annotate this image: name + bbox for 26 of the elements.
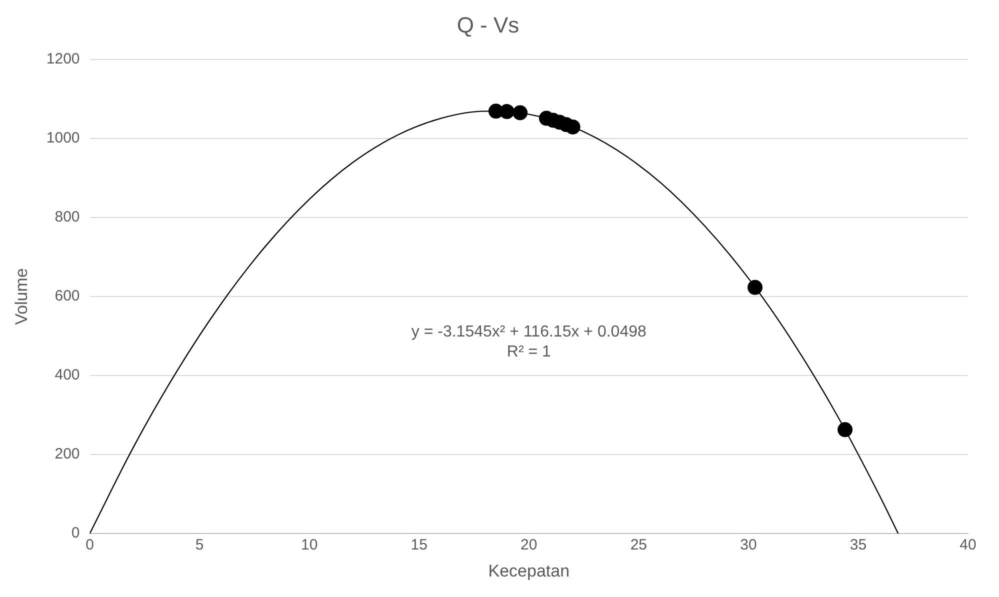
- annotation: R² = 1: [506, 343, 551, 360]
- x-tick-label: 40: [960, 536, 976, 554]
- point: [499, 104, 514, 120]
- y-axis-title: Volume: [12, 268, 31, 325]
- x-axis-title: Kecepatan: [488, 561, 570, 580]
- x-tick-label: 30: [740, 536, 757, 554]
- x-tick-label: 10: [300, 536, 318, 554]
- y-tick-label: 800: [54, 208, 80, 226]
- point: [748, 280, 763, 295]
- x-tick-label: 5: [195, 536, 204, 554]
- x-tick-label: 35: [850, 536, 867, 554]
- y-tick-label: 600: [54, 288, 80, 305]
- x-tick-label: 20: [520, 536, 538, 554]
- y-tick-label: 400: [54, 366, 80, 384]
- point: [512, 105, 528, 120]
- point: [838, 422, 853, 438]
- x-tick-label: 25: [630, 536, 648, 554]
- y-tick-label: 1200: [46, 50, 80, 68]
- point: [565, 119, 580, 134]
- annotation: y = -3.1545x² + 116.15x + 0.0498: [411, 323, 646, 340]
- y-tick-label: 200: [54, 446, 80, 463]
- y-tick-label: 1000: [46, 130, 80, 147]
- x-tick-label: 0: [86, 536, 94, 554]
- x-tick-label: 15: [410, 536, 428, 554]
- y-tick-label: 0: [71, 524, 80, 542]
- chart-title: Q - Vs: [456, 12, 520, 38]
